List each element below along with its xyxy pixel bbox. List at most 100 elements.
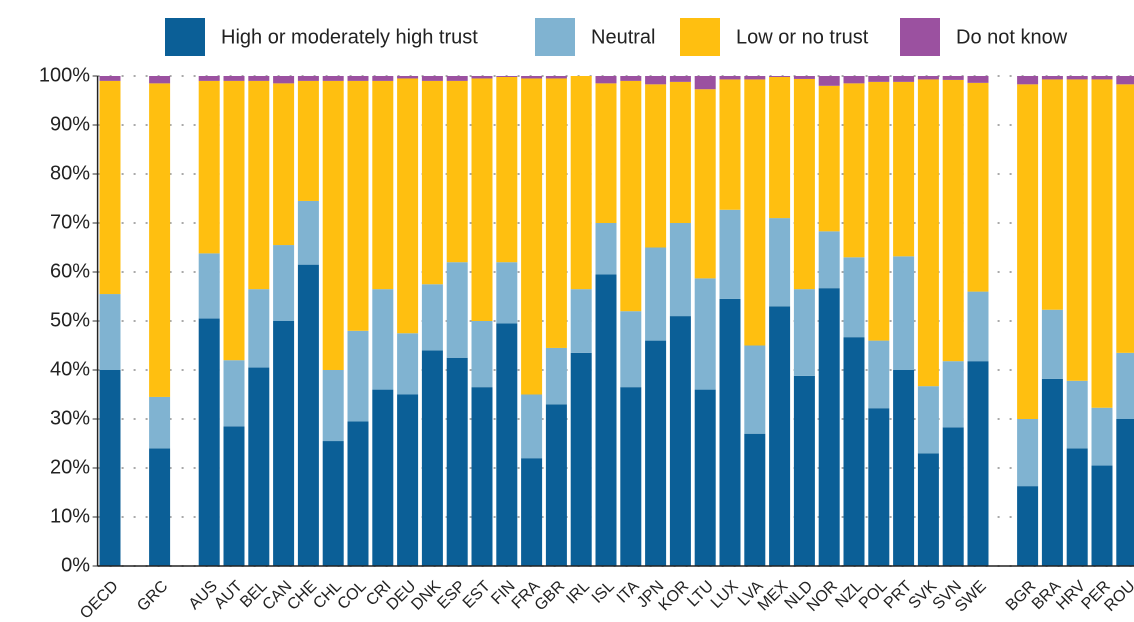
bar-segment <box>198 76 220 81</box>
bar-segment <box>545 347 567 405</box>
bar-segment <box>99 76 121 81</box>
bar-segment <box>273 321 295 566</box>
bar-segment <box>471 321 493 388</box>
bar-segment <box>248 367 270 566</box>
y-tick-label: 80% <box>50 162 90 184</box>
bar-segment <box>1041 378 1063 566</box>
x-tick-label: IRL <box>563 578 593 608</box>
bar-segment <box>843 337 865 566</box>
bar-segment <box>446 262 468 358</box>
bar-segment <box>297 80 319 201</box>
bar-segment <box>248 80 270 290</box>
bar-segment <box>1066 76 1088 80</box>
bar-segment <box>843 257 865 338</box>
bar-segment <box>669 223 691 317</box>
bar-segment <box>669 81 691 223</box>
x-tick-label: ISL <box>589 578 618 607</box>
bar-segment <box>198 318 220 566</box>
bar-segment <box>446 76 468 81</box>
bar-segment <box>421 76 443 81</box>
bar-segment <box>99 370 121 566</box>
bar-segment <box>1116 76 1134 85</box>
bar-segment <box>1091 407 1113 466</box>
bar-segment <box>372 289 394 390</box>
bar-segment <box>669 316 691 566</box>
bar-segment <box>496 262 518 324</box>
bar-segment <box>149 83 171 397</box>
bar-segment <box>521 78 543 395</box>
bar-segment <box>372 389 394 566</box>
bar-segment <box>471 78 493 321</box>
bar-segment <box>223 360 245 427</box>
bar-segment <box>496 76 518 263</box>
y-tick-label: 60% <box>50 260 90 282</box>
bar-segment <box>1066 448 1088 566</box>
bar-segment <box>868 408 890 566</box>
legend-swatch <box>165 18 205 56</box>
legend-swatch <box>535 18 575 56</box>
bar-segment <box>570 76 592 290</box>
bar-segment <box>769 76 791 77</box>
bar-segment <box>545 76 567 79</box>
bar-segment <box>322 76 344 81</box>
bar-segment <box>645 247 667 341</box>
legend-label: Low or no trust <box>736 26 869 48</box>
bar-segment <box>149 448 171 566</box>
bar-segment <box>942 79 964 362</box>
legend-label: Neutral <box>591 26 655 48</box>
bar-segment <box>818 288 840 566</box>
y-tick-label: 30% <box>50 407 90 429</box>
bar-segment <box>967 361 989 566</box>
bar-segment <box>149 76 171 84</box>
bar-segment <box>1116 352 1134 419</box>
bar-segment <box>793 76 815 79</box>
bar-segment <box>322 80 344 371</box>
legend-swatch <box>900 18 940 56</box>
bar-segment <box>744 79 766 346</box>
legend-label: High or moderately high trust <box>221 26 478 48</box>
bar-segment <box>397 76 419 79</box>
x-tick-label: GRC <box>134 578 171 615</box>
bar-segment <box>967 82 989 292</box>
bar-segment <box>793 289 815 376</box>
bar-segment <box>719 76 741 80</box>
bar-segment <box>1041 79 1063 310</box>
bar-segment <box>570 352 592 566</box>
bar-segment <box>1017 486 1039 566</box>
bar-segment <box>1091 79 1113 408</box>
y-tick-label: 50% <box>50 309 90 331</box>
bar-segment <box>248 289 270 368</box>
bar-segment <box>1066 380 1088 449</box>
bar-segment <box>645 76 667 85</box>
bar-segment <box>669 76 691 82</box>
bar-segment <box>620 311 642 388</box>
bar-segment <box>744 345 766 434</box>
bar-segment <box>893 370 915 566</box>
bar-segment <box>1116 84 1134 353</box>
bar-segment <box>421 350 443 566</box>
y-tick-label: 10% <box>50 505 90 527</box>
bar-segment <box>198 80 220 254</box>
bar-segment <box>818 85 840 232</box>
bar-segment <box>273 83 295 246</box>
bar-segment <box>868 76 890 82</box>
bar-segment <box>521 76 543 79</box>
bar-segment <box>322 441 344 566</box>
bar-segment <box>1017 76 1039 85</box>
bar-segment <box>397 394 419 566</box>
bar-segment <box>719 79 741 210</box>
bar-segment <box>694 389 716 566</box>
bar-segment <box>893 81 915 257</box>
bar-segment <box>347 330 369 422</box>
bar-segment <box>149 396 171 449</box>
bar-segment <box>818 76 840 86</box>
bar-segment <box>719 209 741 299</box>
bar-segment <box>347 421 369 566</box>
bar-segment <box>868 81 890 341</box>
bar-segment <box>397 333 419 395</box>
bar-segment <box>322 370 344 442</box>
bar-segment <box>248 76 270 81</box>
bar-segment <box>347 76 369 81</box>
bar-segment <box>1066 79 1088 381</box>
